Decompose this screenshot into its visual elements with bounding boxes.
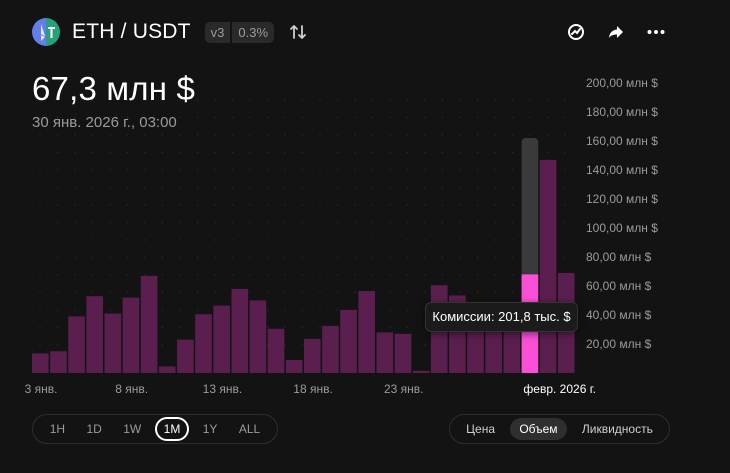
bar[interactable] — [68, 316, 85, 373]
bar[interactable] — [231, 288, 249, 373]
bar[interactable] — [249, 300, 267, 374]
hover-date: 30 янв. 2026 г., 03:00 — [32, 114, 177, 131]
bar[interactable] — [322, 325, 339, 374]
bar[interactable] — [485, 330, 502, 373]
range-tab-1d[interactable]: 1D — [86, 422, 102, 436]
bar[interactable] — [195, 314, 212, 373]
range-tab-1h[interactable]: 1H — [49, 422, 66, 436]
y-tick-label: 160,00 млн $ — [586, 134, 658, 148]
hover-value: 67,3 млн $ — [32, 70, 196, 107]
bar[interactable] — [467, 328, 484, 373]
y-tick-label: 40,00 млн $ — [586, 308, 652, 322]
version-badge: v3 — [204, 21, 231, 43]
bar[interactable] — [539, 159, 557, 373]
metric-tab-liquidity[interactable]: Ликвидность — [581, 422, 653, 436]
bar[interactable] — [394, 333, 412, 373]
explorer-icon[interactable] — [566, 22, 586, 42]
x-tick-label-active: февр. 2026 г. — [523, 382, 596, 396]
time-range-selector: 1H 1D 1W 1M 1Y ALL — [32, 414, 278, 444]
y-tick-label: 180,00 млн $ — [586, 105, 658, 119]
fees-tooltip: Комиссии: 201,8 тыс. $ — [425, 302, 578, 332]
bar[interactable] — [285, 359, 303, 373]
top-actions — [546, 22, 666, 42]
fee-tier-badge: 0.3% — [232, 21, 275, 43]
bar[interactable] — [86, 296, 104, 373]
bar[interactable] — [376, 332, 394, 373]
range-tab-1m[interactable]: 1M — [154, 417, 190, 441]
bar[interactable] — [304, 338, 321, 373]
x-tick-label: 3 янв. — [25, 382, 58, 396]
more-options-icon[interactable] — [646, 22, 666, 42]
x-tick-label: 8 янв. — [115, 382, 148, 396]
range-tab-1y[interactable]: 1Y — [202, 422, 218, 436]
bar[interactable] — [158, 366, 176, 373]
grid-dots — [39, 99, 566, 346]
range-tab-all[interactable]: ALL — [238, 422, 261, 436]
bar[interactable] — [503, 319, 521, 373]
y-tick-label: 20,00 млн $ — [586, 337, 652, 351]
y-tick-label: 140,00 млн $ — [586, 163, 658, 177]
swap-arrows-icon[interactable] — [288, 22, 308, 42]
metric-tab-price[interactable]: Цена — [466, 422, 496, 436]
pool-header: ETH / USDT v3 0.3% — [32, 16, 308, 48]
y-tick-label: 100,00 млн $ — [586, 221, 658, 235]
range-tab-1w[interactable]: 1W — [123, 422, 142, 436]
x-tick-label: 18 янв. — [293, 382, 333, 396]
bar[interactable] — [267, 328, 285, 373]
bar[interactable] — [32, 353, 49, 373]
pair-title: ETH / USDT — [72, 20, 191, 43]
y-tick-label: 60,00 млн $ — [586, 279, 652, 293]
y-tick-label: 80,00 млн $ — [586, 250, 652, 264]
metric-tab-volume[interactable]: Объем — [510, 418, 567, 440]
y-tick-label: 200,00 млн $ — [586, 76, 658, 90]
bar[interactable] — [50, 351, 67, 373]
metric-selector: Цена Объем Ликвидность — [449, 414, 670, 444]
bar[interactable] — [412, 370, 430, 373]
bar[interactable] — [340, 309, 357, 373]
bar[interactable] — [104, 313, 122, 373]
y-tick-label: 120,00 млн $ — [586, 192, 658, 206]
bar[interactable] — [177, 339, 194, 373]
x-tick-label: 13 янв. — [203, 382, 243, 396]
bar[interactable] — [122, 297, 140, 373]
bar[interactable] — [358, 291, 376, 373]
bar[interactable] — [140, 275, 158, 373]
share-icon[interactable] — [606, 22, 626, 42]
bar[interactable] — [213, 305, 230, 373]
x-tick-label: 23 янв. — [384, 382, 424, 396]
token-pair-icon — [32, 18, 60, 46]
